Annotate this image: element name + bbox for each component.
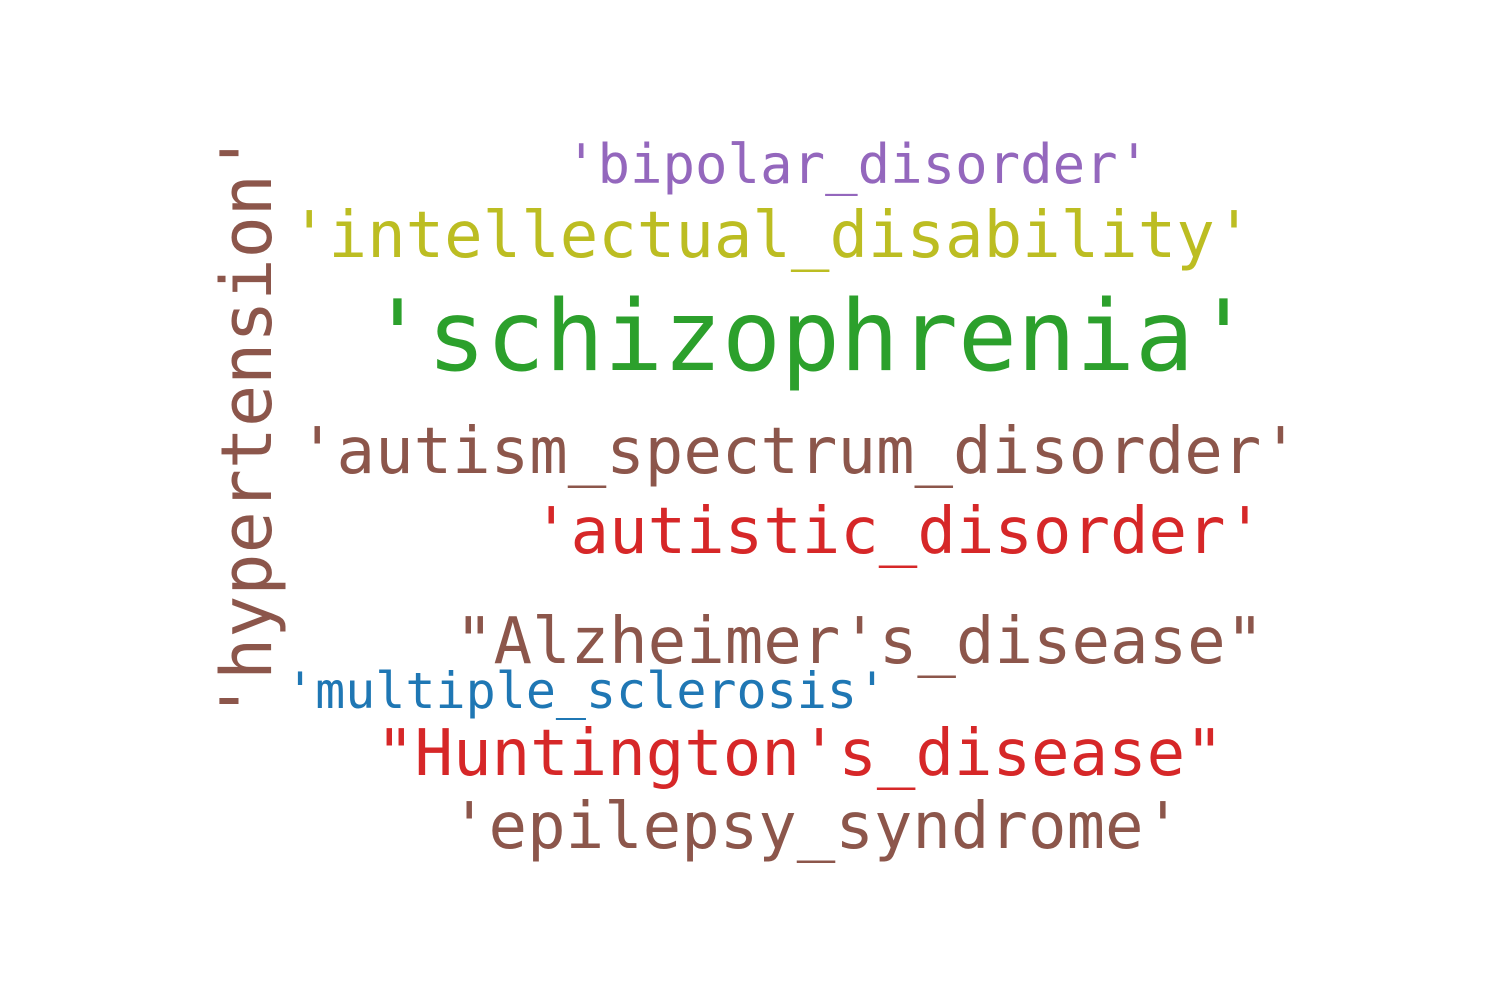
- word-hypertension: 'hypertension': [206, 131, 288, 722]
- word-schizophrenia: 'schizophrenia': [368, 280, 1254, 394]
- word-intellectual-disability: 'intellectual_disability': [290, 199, 1254, 273]
- word-autism-spectrum-disorder: 'autism_spectrum_disorder': [298, 415, 1300, 489]
- word-multiple-sclerosis: 'multiple_sclerosis': [285, 662, 888, 720]
- word-epilepsy-syndrome: 'epilepsy_syndrome': [450, 790, 1183, 864]
- word-bipolar-disorder: 'bipolar_disorder': [565, 133, 1151, 196]
- word-huntingtons-disease: "Huntington's_disease": [376, 717, 1224, 791]
- word-alzheimers-disease: "Alzheimer's_disease": [455, 605, 1265, 679]
- word-autistic-disorder: 'autistic_disorder': [532, 495, 1265, 569]
